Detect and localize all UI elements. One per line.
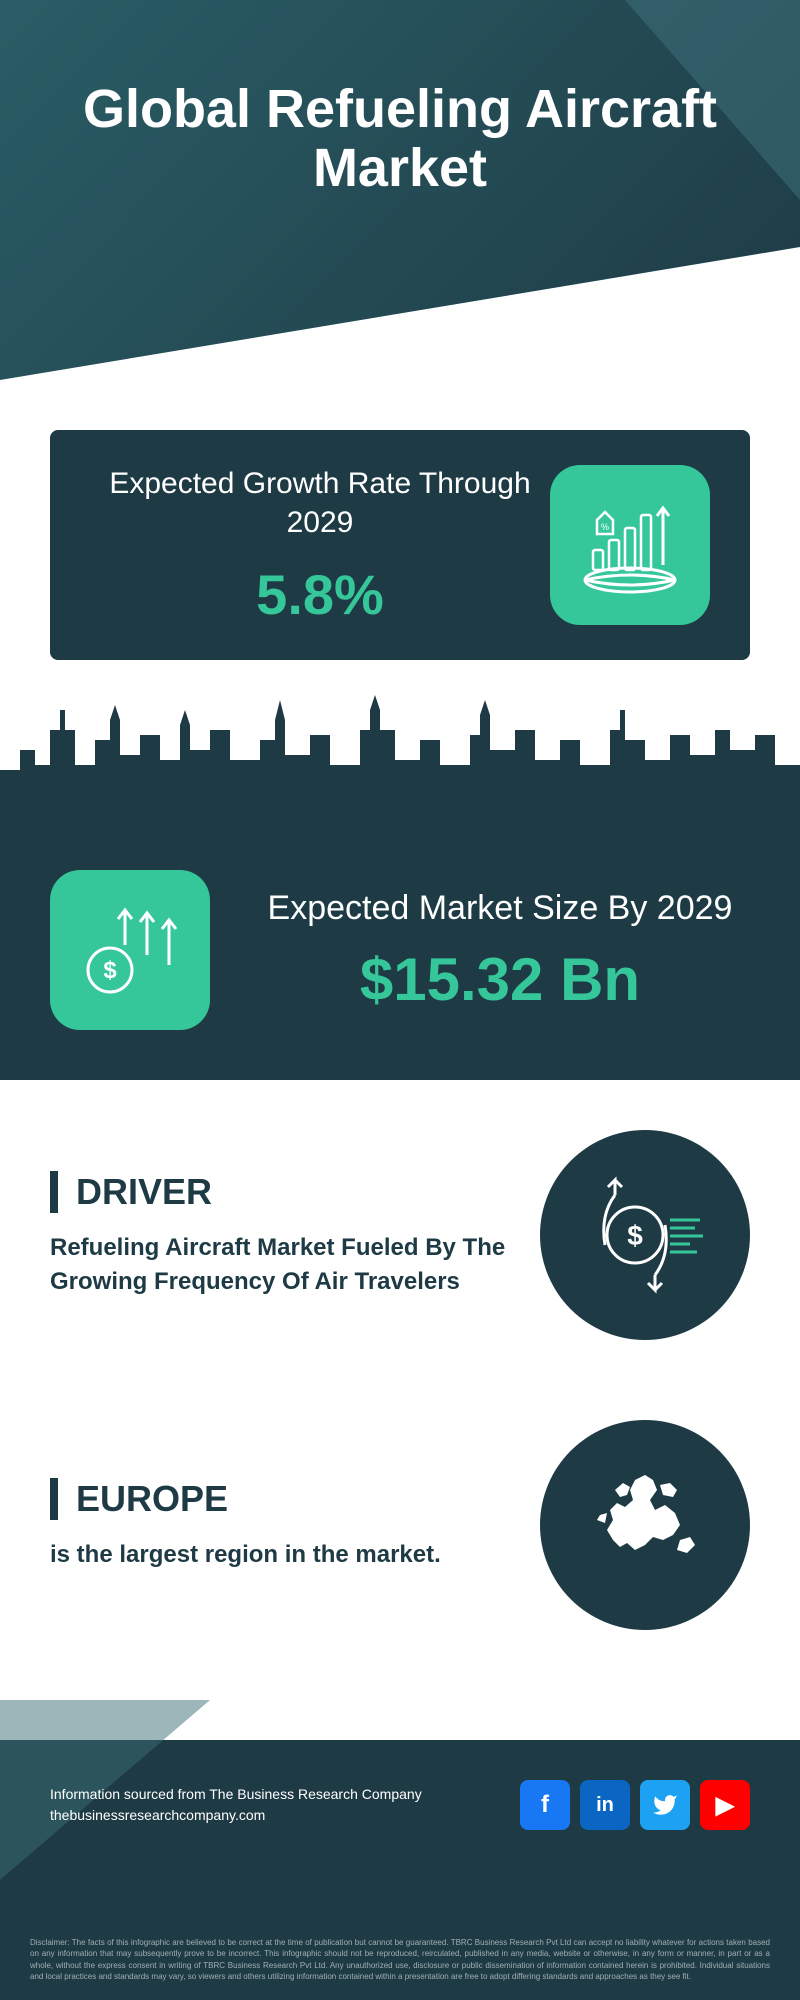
source-text: Information sourced from The Business Re… bbox=[50, 1784, 422, 1826]
driver-text-block: DRIVER Refueling Aircraft Market Fueled … bbox=[50, 1171, 540, 1298]
europe-text-block: EUROPE is the largest region in the mark… bbox=[50, 1478, 540, 1572]
footer-source-row: Information sourced from The Business Re… bbox=[50, 1780, 750, 1830]
driver-section: DRIVER Refueling Aircraft Market Fueled … bbox=[50, 1130, 750, 1340]
market-size-section: $ Expected Market Size By 2029 $15.32 Bn bbox=[0, 820, 800, 1080]
driver-heading: DRIVER bbox=[50, 1171, 540, 1213]
europe-heading: EUROPE bbox=[50, 1478, 540, 1520]
growth-label: Expected Growth Rate Through 2029 bbox=[90, 464, 550, 542]
svg-text:%: % bbox=[601, 522, 609, 532]
growth-text-block: Expected Growth Rate Through 2029 5.8% bbox=[90, 464, 550, 627]
svg-text:$: $ bbox=[627, 1220, 643, 1251]
europe-body: is the largest region in the market. bbox=[50, 1538, 540, 1572]
footer: Information sourced from The Business Re… bbox=[0, 1740, 800, 2000]
page-title: Global Refueling Aircraft Market bbox=[50, 80, 750, 199]
growth-value: 5.8% bbox=[90, 562, 550, 627]
market-dollar-icon: $ bbox=[50, 870, 210, 1030]
svg-text:$: $ bbox=[103, 957, 117, 984]
youtube-icon[interactable]: ▶ bbox=[700, 1780, 750, 1830]
growth-chart-icon: % bbox=[550, 465, 710, 625]
facebook-icon[interactable]: f bbox=[520, 1780, 570, 1830]
driver-cycle-icon: $ bbox=[540, 1130, 750, 1340]
market-label: Expected Market Size By 2029 bbox=[250, 886, 750, 930]
europe-map-icon bbox=[540, 1420, 750, 1630]
disclaimer-text: Disclaimer: The facts of this infographi… bbox=[30, 1937, 770, 1982]
driver-body: Refueling Aircraft Market Fueled By The … bbox=[50, 1231, 540, 1298]
market-value: $15.32 Bn bbox=[250, 945, 750, 1014]
source-line-1: Information sourced from The Business Re… bbox=[50, 1784, 422, 1805]
source-line-2: thebusinessresearchcompany.com bbox=[50, 1805, 422, 1826]
twitter-icon[interactable] bbox=[640, 1780, 690, 1830]
market-text-block: Expected Market Size By 2029 $15.32 Bn bbox=[250, 886, 750, 1014]
europe-section: EUROPE is the largest region in the mark… bbox=[50, 1420, 750, 1630]
linkedin-icon[interactable]: in bbox=[580, 1780, 630, 1830]
social-icons: f in ▶ bbox=[520, 1780, 750, 1830]
city-skyline-icon bbox=[0, 680, 800, 820]
growth-rate-card: Expected Growth Rate Through 2029 5.8% % bbox=[50, 430, 750, 660]
